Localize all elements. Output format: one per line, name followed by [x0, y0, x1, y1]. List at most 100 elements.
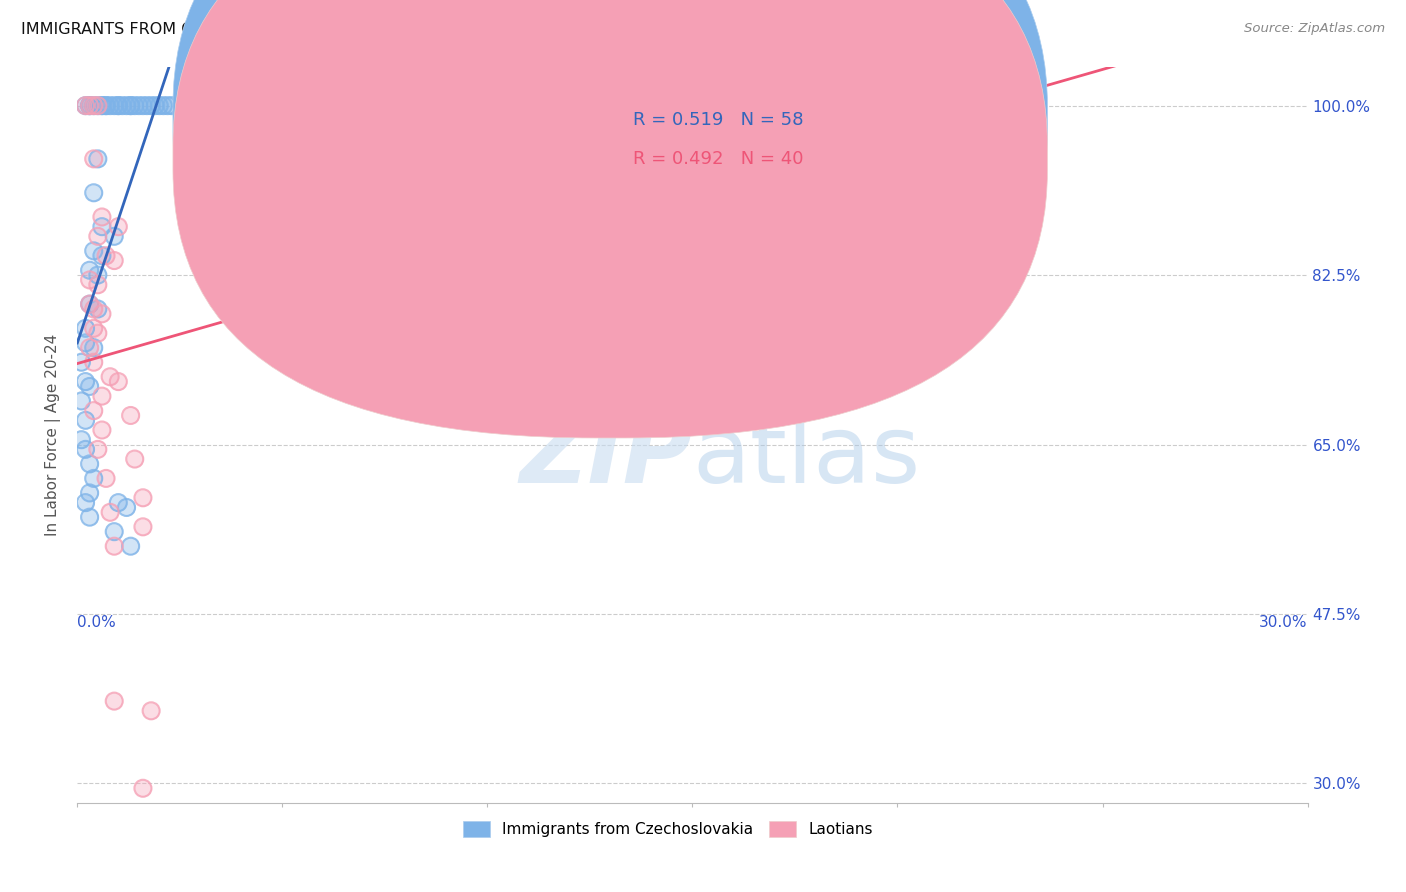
Point: [83, 244, 105, 258]
Point: [83, 186, 105, 200]
Point: [107, 495, 129, 509]
Point: [79, 486, 101, 500]
Point: [79, 510, 101, 524]
Point: [152, 98, 174, 112]
Point: [75, 321, 97, 335]
Point: [115, 500, 138, 515]
Point: [90, 210, 114, 224]
Point: [94, 98, 117, 112]
Point: [83, 321, 105, 335]
Point: [98, 98, 121, 112]
Point: [83, 355, 105, 369]
Point: [75, 321, 97, 335]
Point: [83, 341, 105, 355]
Point: [94, 98, 117, 112]
Point: [148, 98, 170, 112]
Point: [107, 375, 129, 389]
Point: [79, 457, 101, 471]
Point: [107, 375, 129, 389]
Point: [87, 98, 110, 112]
Point: [90, 219, 114, 234]
Point: [120, 409, 142, 423]
Point: [98, 369, 121, 384]
Point: [103, 98, 125, 112]
Point: [120, 98, 142, 112]
Point: [107, 219, 129, 234]
Point: [98, 505, 121, 519]
Point: [79, 297, 101, 311]
Point: [90, 210, 114, 224]
Point: [75, 98, 97, 112]
Point: [103, 229, 125, 244]
Point: [94, 249, 117, 263]
Point: [90, 98, 114, 112]
Point: [70, 355, 93, 369]
Point: [98, 505, 121, 519]
Point: [103, 694, 125, 708]
Point: [115, 500, 138, 515]
Text: ZIP: ZIP: [520, 411, 693, 503]
Point: [825, 98, 848, 112]
Point: [83, 301, 105, 316]
Point: [120, 98, 142, 112]
Point: [160, 98, 183, 112]
Point: [79, 98, 101, 112]
Point: [90, 307, 114, 321]
Point: [132, 491, 155, 505]
Point: [845, 98, 868, 112]
Point: [98, 369, 121, 384]
Point: [87, 277, 110, 292]
Point: [70, 355, 93, 369]
Point: [79, 263, 101, 277]
Point: [825, 98, 848, 112]
Point: [90, 423, 114, 437]
Point: [83, 301, 105, 316]
Point: [79, 341, 101, 355]
Point: [94, 471, 117, 485]
Point: [87, 326, 110, 341]
Point: [94, 471, 117, 485]
Point: [128, 98, 150, 112]
Point: [79, 98, 101, 112]
Point: [115, 98, 138, 112]
Point: [103, 694, 125, 708]
Point: [90, 249, 114, 263]
Point: [83, 321, 105, 335]
Point: [124, 98, 146, 112]
Point: [87, 442, 110, 457]
Point: [103, 98, 125, 112]
Point: [103, 253, 125, 268]
Point: [103, 524, 125, 539]
Point: [103, 539, 125, 553]
Point: [75, 495, 97, 509]
Point: [87, 326, 110, 341]
Point: [87, 277, 110, 292]
Point: [845, 98, 868, 112]
Point: [107, 98, 129, 112]
Point: [128, 98, 150, 112]
Point: [143, 98, 166, 112]
Point: [90, 307, 114, 321]
Point: [107, 219, 129, 234]
Point: [111, 98, 134, 112]
Point: [79, 273, 101, 287]
Point: [107, 98, 129, 112]
Point: [75, 375, 97, 389]
Point: [87, 268, 110, 282]
Point: [75, 413, 97, 427]
Point: [103, 539, 125, 553]
Point: [79, 297, 101, 311]
Point: [79, 297, 101, 311]
Point: [83, 403, 105, 417]
Point: [83, 355, 105, 369]
Point: [70, 394, 93, 409]
Point: [75, 442, 97, 457]
Point: [79, 379, 101, 393]
Point: [83, 341, 105, 355]
Point: [83, 471, 105, 485]
Point: [90, 219, 114, 234]
Point: [79, 273, 101, 287]
Point: [90, 423, 114, 437]
Point: [120, 409, 142, 423]
Point: [94, 98, 117, 112]
